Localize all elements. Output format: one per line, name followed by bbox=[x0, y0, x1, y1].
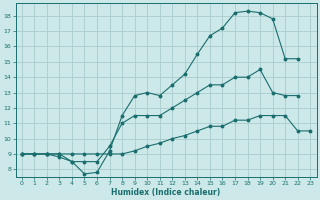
X-axis label: Humidex (Indice chaleur): Humidex (Indice chaleur) bbox=[111, 188, 221, 197]
